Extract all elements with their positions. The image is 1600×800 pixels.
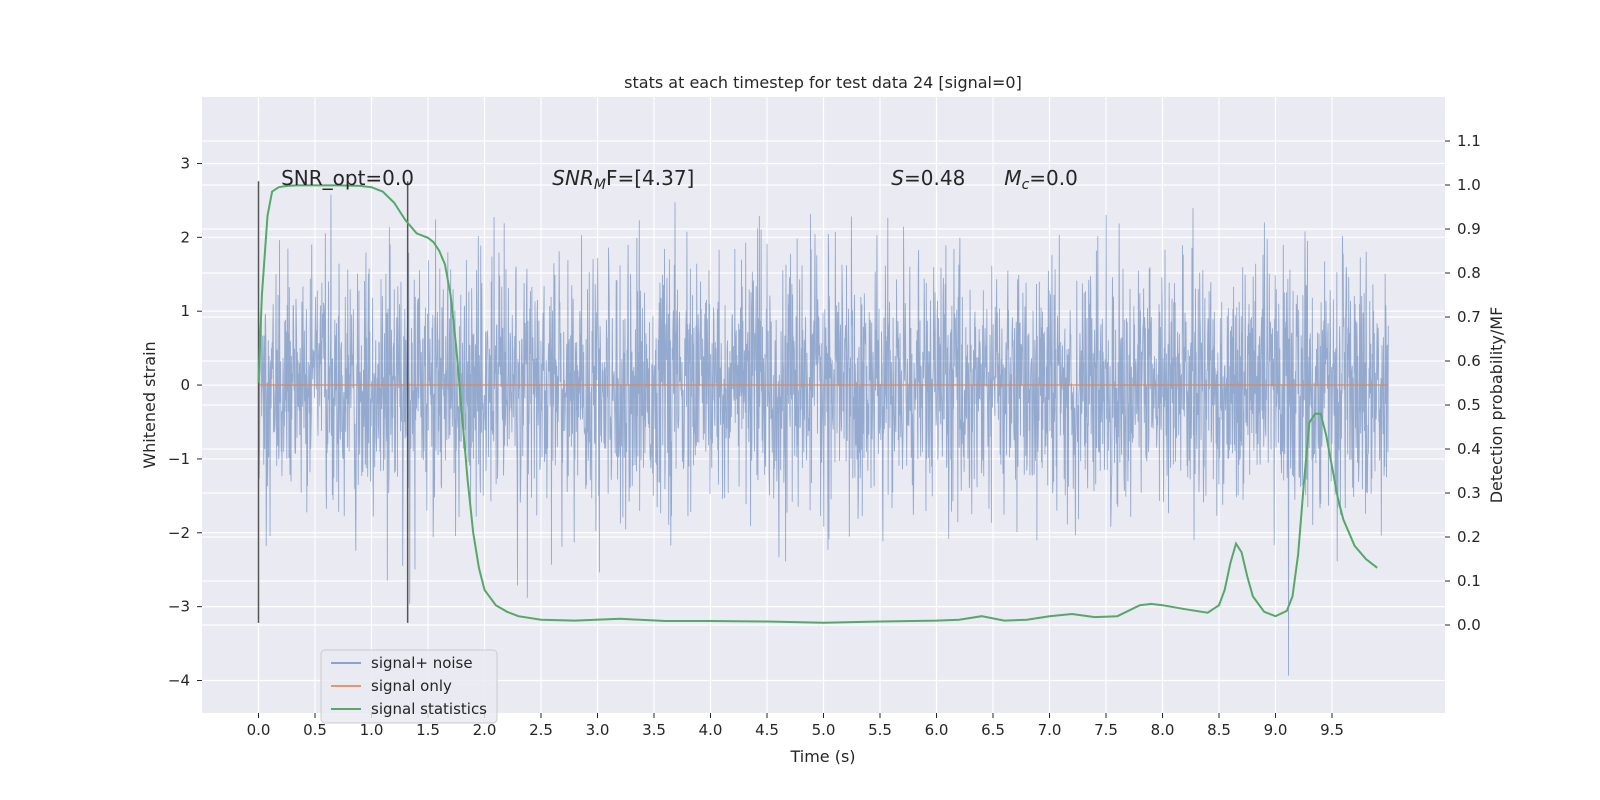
x-tick-label: 5.0	[812, 721, 836, 739]
series-signal-noise-line	[258, 194, 1389, 676]
annotation-2: S=0.48	[891, 166, 965, 190]
y-tick-label: 3	[180, 154, 190, 172]
y-right-tick-label: 0.9	[1457, 220, 1481, 238]
y-axis-right: 0.0 0.1 0.2 0.3 0.4 0.5 0.6 0.7 0.8 0.9 1.0 1.1	[1445, 132, 1481, 634]
x-tick-label: 8.0	[1151, 721, 1175, 739]
x-axis-label: Time (s)	[789, 747, 855, 766]
annotation-3: Mc=0.0	[1004, 166, 1078, 193]
plot-area	[257, 181, 1389, 676]
y-axis-label-right: Detection probability/MF	[1487, 307, 1506, 504]
y-right-tick-label: 0.8	[1457, 264, 1481, 282]
y-tick-label: −4	[168, 672, 190, 690]
annotations: SNR_opt=0.0 SNRMF=[4.37] S=0.48 Mc=0.0	[281, 166, 1078, 193]
x-tick-label: 9.5	[1320, 721, 1344, 739]
legend-label-signal-noise: signal+ noise	[371, 654, 473, 672]
y-tick-label: 1	[180, 302, 190, 320]
x-tick-label: 2.0	[473, 721, 497, 739]
x-tick-label: 1.0	[360, 721, 384, 739]
y-tick-label: −2	[168, 524, 190, 542]
x-tick-label: 6.0	[925, 721, 949, 739]
x-tick-label: 6.5	[981, 721, 1005, 739]
x-tick-label: 8.5	[1207, 721, 1231, 739]
x-tick-label: 9.0	[1264, 721, 1288, 739]
y-right-tick-label: 0.2	[1457, 528, 1481, 546]
x-tick-label: 7.0	[1038, 721, 1062, 739]
chart-title: stats at each timestep for test data 24 …	[624, 73, 1022, 92]
y-tick-label: −1	[168, 450, 190, 468]
y-right-tick-label: 0.4	[1457, 440, 1481, 458]
y-right-tick-label: 0.3	[1457, 484, 1481, 502]
y-right-tick-label: 0.7	[1457, 308, 1481, 326]
x-tick-label: 2.5	[529, 721, 553, 739]
x-tick-label: 3.5	[642, 721, 666, 739]
legend: signal+ noise signal only signal statist…	[320, 649, 498, 724]
y-right-tick-label: 0.6	[1457, 352, 1481, 370]
x-tick-label: 4.0	[699, 721, 723, 739]
y-axis-left: −4 −3 −2 −1 0 1 2 3	[168, 154, 202, 690]
series-signal-statistics-line	[257, 184, 1378, 624]
x-tick-label: 5.5	[868, 721, 892, 739]
x-tick-label: 0.5	[303, 721, 327, 739]
y-right-tick-label: 1.0	[1457, 176, 1481, 194]
x-tick-label: 4.5	[755, 721, 779, 739]
annotation-1: SNRMF=[4.37]	[552, 166, 694, 193]
y-right-tick-label: 0.0	[1457, 616, 1481, 634]
x-axis: 0.0 0.5 1.0 1.5 2.0 2.5 3.0 3.5 4.0 4.5 5.0 5.5 6.0 6…	[247, 713, 1344, 739]
annotation-0: SNR_opt=0.0	[281, 166, 414, 190]
legend-label-signal-only: signal only	[371, 677, 452, 695]
y-tick-label: 2	[180, 228, 190, 246]
y-right-tick-label: 0.5	[1457, 396, 1481, 414]
y-right-tick-label: 0.1	[1457, 572, 1481, 590]
x-tick-label: 1.5	[416, 721, 440, 739]
y-tick-label: −3	[168, 598, 190, 616]
x-tick-label: 7.5	[1094, 721, 1118, 739]
x-tick-label: 0.0	[247, 721, 271, 739]
y-tick-label: 0	[180, 376, 190, 394]
y-axis-label-left: Whitened strain	[140, 341, 159, 468]
x-tick-label: 3.0	[586, 721, 610, 739]
y-right-tick-label: 1.1	[1457, 132, 1481, 150]
legend-box	[320, 649, 498, 724]
legend-label-signal-statistics: signal statistics	[371, 700, 487, 718]
